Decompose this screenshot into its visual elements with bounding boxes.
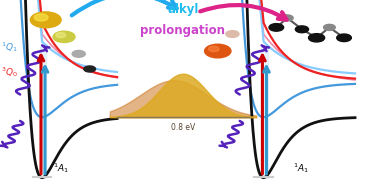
Circle shape — [30, 12, 61, 28]
Circle shape — [34, 14, 48, 21]
Circle shape — [226, 31, 239, 37]
Bar — [40, 47, 46, 178]
Text: $^1Q_1$: $^1Q_1$ — [1, 40, 18, 54]
Text: $^3Q_0$: $^3Q_0$ — [1, 65, 18, 79]
Circle shape — [281, 15, 293, 21]
Circle shape — [309, 34, 325, 42]
Text: $^1A_1$: $^1A_1$ — [293, 162, 309, 176]
Circle shape — [53, 31, 75, 43]
Text: alkyl: alkyl — [167, 3, 199, 16]
Circle shape — [209, 46, 219, 52]
Circle shape — [269, 24, 284, 31]
Circle shape — [295, 26, 309, 33]
Circle shape — [324, 24, 335, 30]
FancyArrowPatch shape — [200, 5, 287, 20]
Text: $^1A_1$: $^1A_1$ — [53, 162, 69, 176]
Text: 0.8 eV: 0.8 eV — [171, 123, 195, 132]
Circle shape — [56, 33, 66, 38]
Circle shape — [205, 44, 231, 58]
Bar — [261, 47, 268, 178]
Text: prolongation: prolongation — [141, 24, 225, 37]
Circle shape — [84, 66, 96, 72]
Circle shape — [337, 34, 351, 42]
FancyArrowPatch shape — [72, 0, 177, 15]
Circle shape — [72, 50, 85, 57]
